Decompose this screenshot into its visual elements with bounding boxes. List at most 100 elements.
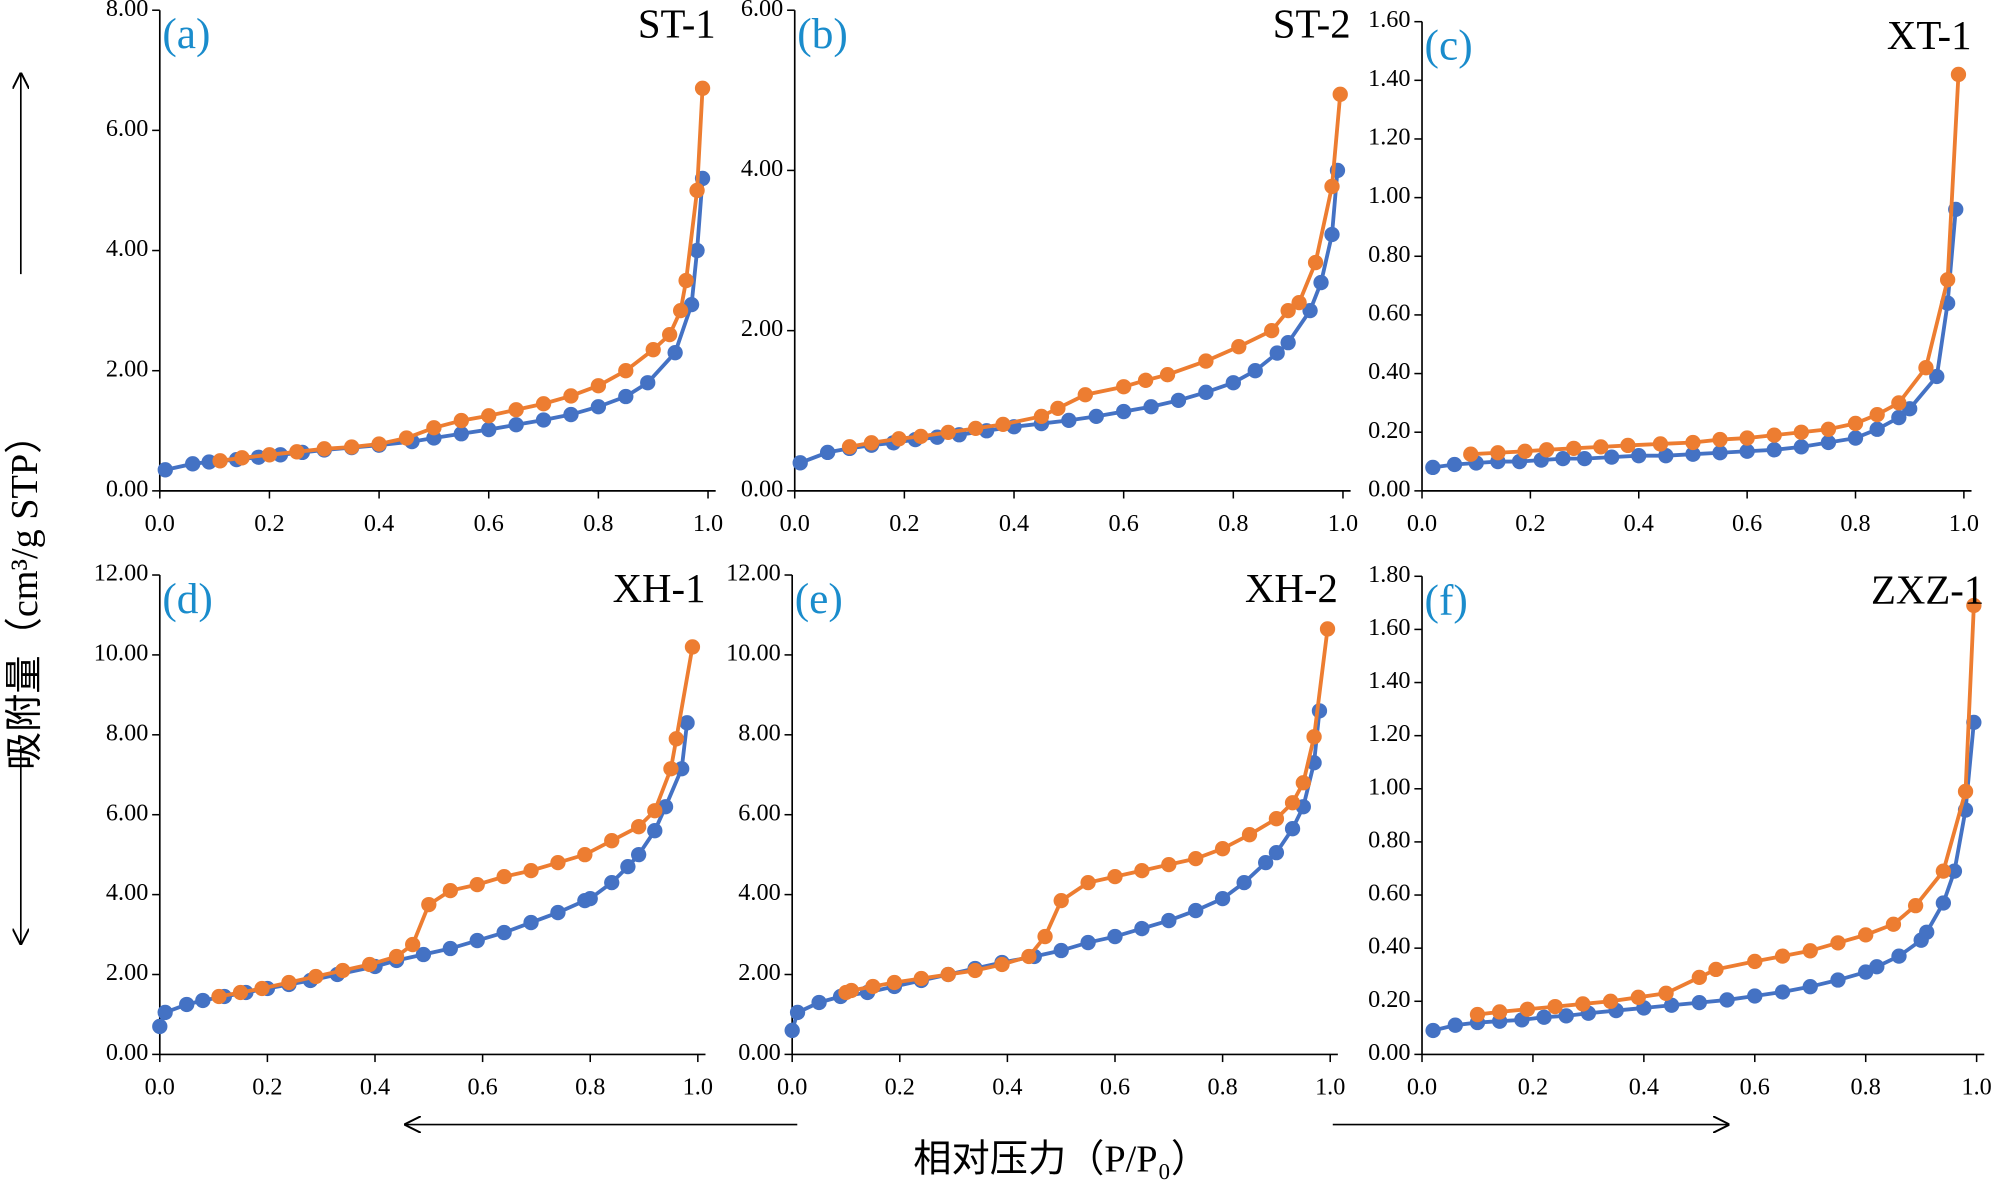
data-point: [1447, 1017, 1463, 1033]
data-point: [940, 424, 956, 441]
data-point: [1268, 845, 1285, 861]
y-tick-label: 2.00: [738, 959, 780, 986]
data-point: [1284, 795, 1301, 811]
data-point: [1663, 997, 1680, 1013]
data-point: [789, 1004, 806, 1021]
series-line: [218, 646, 695, 999]
y-tick-label: 10.00: [726, 639, 780, 666]
data-point: [371, 436, 387, 452]
data-point: [1712, 431, 1728, 448]
y-tick-label: 0.20: [1368, 417, 1410, 444]
data-point: [535, 396, 552, 412]
y-tick-label: 4.00: [106, 235, 148, 262]
panel-label: (d): [162, 575, 213, 623]
data-point: [212, 453, 228, 469]
data-point: [453, 412, 469, 429]
panel-label: (e): [795, 575, 843, 623]
x-tick-label: 0.6: [474, 510, 504, 537]
data-point: [668, 731, 684, 747]
data-point: [913, 970, 929, 987]
data-point: [1575, 996, 1591, 1012]
data-point: [1284, 821, 1301, 837]
data-point: [590, 399, 607, 415]
panel-title: ST-2: [1273, 1, 1351, 46]
data-point: [335, 962, 351, 979]
data-point: [1134, 920, 1150, 937]
y-tick-label: 1.00: [1368, 182, 1410, 209]
data-point: [1116, 403, 1132, 420]
data-point: [1602, 993, 1619, 1009]
data-point: [1161, 856, 1177, 873]
data-point: [398, 430, 415, 446]
data-point: [694, 80, 711, 96]
data-point: [886, 974, 903, 991]
y-tick-label: 0.00: [106, 475, 148, 502]
series-line: [1432, 722, 1976, 1033]
data-point: [1536, 1009, 1552, 1025]
data-point: [481, 421, 497, 438]
data-point: [1225, 375, 1241, 391]
data-point: [1264, 322, 1280, 339]
data-point: [1088, 408, 1104, 425]
y-tick-label: 8.00: [738, 719, 780, 746]
data-point: [1774, 948, 1791, 964]
x-axis-label: 相对压力（P/P₀）: [913, 1139, 1209, 1181]
panel-title: ST-1: [638, 1, 716, 46]
data-point: [1576, 450, 1593, 467]
data-point: [1159, 367, 1176, 383]
y-tick-label: 4.00: [106, 879, 148, 906]
y-tick-label: 1.20: [1368, 124, 1410, 151]
data-point: [1519, 1001, 1536, 1017]
data-point: [1766, 427, 1782, 443]
data-point: [1080, 934, 1096, 951]
data-point: [1691, 994, 1707, 1011]
data-point: [1021, 948, 1037, 965]
y-tick-label: 0.00: [1368, 1039, 1410, 1066]
data-point: [1847, 430, 1864, 446]
data-point: [1891, 409, 1907, 426]
data-point: [1658, 985, 1674, 1001]
x-tick-label: 0.2: [1518, 1073, 1548, 1100]
data-point: [550, 904, 566, 921]
data-point: [1555, 450, 1571, 467]
data-point: [1747, 953, 1763, 970]
x-tick-label: 0.0: [780, 510, 810, 537]
data-point: [1869, 421, 1885, 437]
data-point: [865, 978, 881, 995]
data-point: [1236, 874, 1252, 891]
x-tick-label: 0.8: [1218, 510, 1248, 537]
data-point: [1766, 442, 1782, 458]
series-line: [849, 94, 1343, 449]
data-point: [469, 876, 485, 893]
data-point: [1061, 412, 1077, 429]
x-tick-label: 0.0: [145, 1073, 175, 1100]
data-point: [647, 823, 663, 839]
data-point: [388, 948, 405, 965]
data-point: [1918, 360, 1934, 376]
data-point: [550, 854, 566, 871]
data-point: [508, 417, 524, 433]
data-point: [1324, 178, 1340, 195]
data-point: [1324, 226, 1340, 243]
data-point: [1793, 439, 1809, 455]
x-tick-label: 1.0: [683, 1073, 713, 1100]
x-tick-label: 0.4: [1624, 510, 1654, 537]
data-point: [211, 988, 227, 1005]
data-point: [1053, 892, 1069, 909]
data-point: [819, 444, 836, 461]
data-point: [523, 914, 539, 931]
y-tick-label: 6.00: [106, 115, 148, 142]
data-point: [967, 420, 984, 437]
data-point: [508, 402, 524, 418]
data-point: [1306, 729, 1322, 745]
data-point: [1830, 972, 1846, 988]
data-point: [1907, 898, 1924, 914]
x-tick-label: 0.8: [1840, 510, 1870, 537]
data-point: [1033, 408, 1050, 425]
y-tick-label: 2.00: [106, 959, 148, 986]
y-tick-label: 0.40: [1368, 358, 1410, 385]
data-point: [415, 946, 432, 963]
data-point: [308, 968, 324, 985]
data-point: [1820, 434, 1837, 451]
